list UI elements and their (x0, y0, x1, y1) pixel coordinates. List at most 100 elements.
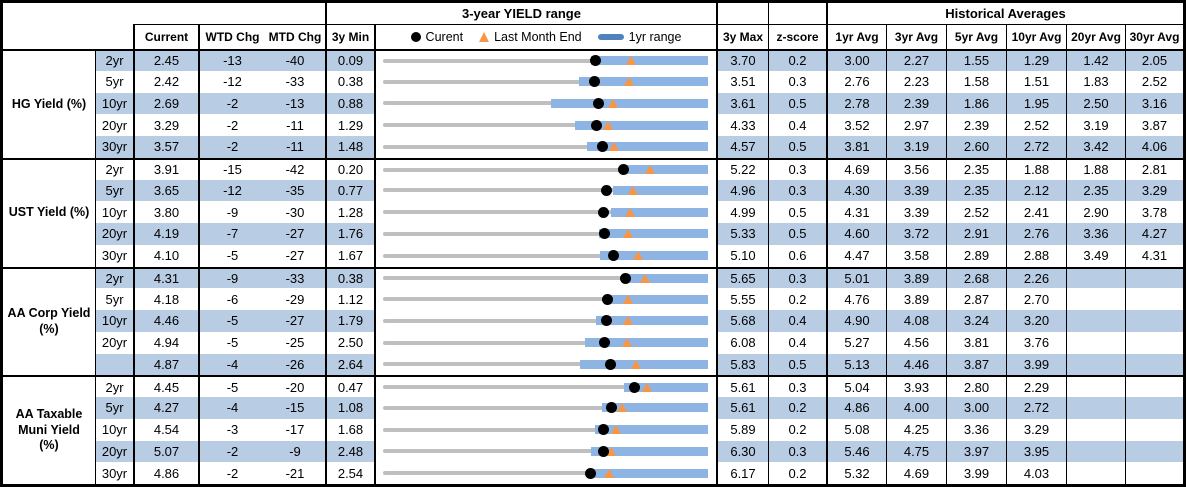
range-bar-swatch-icon (597, 34, 624, 40)
yield-range-chart (374, 201, 716, 223)
range-plot-area (383, 377, 708, 397)
mtd-chg-value: -15 (265, 397, 325, 419)
3y-range-track (383, 101, 708, 106)
3y-range-track (383, 123, 708, 128)
avg-value: 3.81 (826, 136, 886, 158)
current-dot-icon (591, 119, 603, 131)
mtd-chg-value: -11 (265, 136, 325, 158)
current-value: 4.18 (133, 288, 198, 310)
header-empty-above-max (716, 3, 768, 24)
tenor-label: 30yr (95, 462, 133, 484)
z-score-value: 0.4 (768, 310, 826, 332)
current-value: 2.69 (133, 92, 198, 115)
avg-value (1066, 353, 1125, 376)
3y-max-value: 5.10 (716, 244, 768, 267)
z-score-value: 0.6 (768, 244, 826, 267)
mtd-chg-value: -26 (265, 353, 325, 376)
tenor-label: 5yr (95, 288, 133, 310)
range-plot-area (383, 288, 708, 310)
1yr-range-bar (596, 316, 708, 326)
z-score-value: 0.5 (768, 223, 826, 245)
col-header-5yr-avg: 5yr Avg (946, 24, 1006, 49)
3y-range-track (383, 449, 708, 454)
current-dot-icon (617, 164, 629, 176)
mtd-chg-value: -42 (265, 157, 325, 180)
avg-value: 2.90 (1066, 201, 1125, 223)
avg-value: 3.42 (1066, 136, 1125, 158)
avg-value (1066, 462, 1125, 484)
3y-range-track (383, 297, 708, 302)
yield-range-chart (374, 157, 716, 180)
col-header-1yr-avg: 1yr Avg (826, 24, 886, 49)
avg-value: 1.86 (946, 92, 1006, 115)
avg-value: 2.23 (886, 70, 946, 93)
yield-range-chart (374, 353, 716, 376)
avg-value: 3.29 (1125, 179, 1183, 202)
3y-min-value: 1.68 (325, 418, 374, 441)
group-label-line: AA Taxable (15, 407, 83, 422)
avg-value: 2.97 (886, 114, 946, 136)
avg-value (1066, 266, 1125, 289)
3y-min-value: 0.09 (325, 49, 374, 71)
yield-range-chart (374, 462, 716, 484)
avg-value: 2.26 (1006, 266, 1066, 289)
current-dot-icon (629, 381, 641, 393)
legend-last-month-label: Last Month End (494, 29, 582, 44)
wtd-chg-value: -9 (198, 201, 265, 223)
last-month-end-triangle-icon (640, 273, 651, 283)
avg-value: 3.78 (1125, 201, 1183, 223)
group-label-line: (%) (39, 438, 59, 453)
avg-value: 2.35 (946, 179, 1006, 202)
group-label-line: (%) (39, 321, 59, 336)
z-score-value: 0.3 (768, 157, 826, 180)
current-dot-icon (598, 206, 610, 218)
avg-value: 4.47 (826, 244, 886, 267)
current-dot-icon (607, 250, 619, 262)
3y-min-value: 0.88 (325, 92, 374, 115)
avg-value (1125, 266, 1183, 289)
avg-value: 2.76 (826, 70, 886, 93)
current-value: 5.07 (133, 440, 198, 463)
avg-value: 4.03 (1006, 462, 1066, 484)
avg-value: 4.08 (886, 310, 946, 332)
avg-value: 2.39 (946, 114, 1006, 136)
yield-range-chart (374, 288, 716, 310)
current-value: 3.91 (133, 157, 198, 180)
3y-range-track (383, 79, 708, 84)
range-plot-area (383, 201, 708, 223)
current-value: 4.54 (133, 418, 198, 441)
avg-value: 2.78 (826, 92, 886, 115)
range-plot-area (383, 419, 708, 441)
range-plot-area (383, 245, 708, 267)
avg-value (1066, 418, 1125, 441)
range-plot-area (383, 93, 708, 115)
tenor-label: 30yr (95, 136, 133, 158)
avg-value: 3.76 (1006, 331, 1066, 354)
avg-value: 4.31 (826, 201, 886, 223)
3y-min-value: 2.54 (325, 462, 374, 484)
range-plot-area (383, 223, 708, 245)
avg-value: 2.39 (886, 92, 946, 115)
3y-max-value: 4.57 (716, 136, 768, 158)
col-header-3yr-avg: 3yr Avg (886, 24, 946, 49)
3y-range-track (383, 427, 708, 432)
wtd-chg-value: -12 (198, 70, 265, 93)
wtd-chg-value: -2 (198, 136, 265, 158)
z-score-value: 0.2 (768, 462, 826, 484)
1yr-range-bar (579, 77, 708, 87)
tenor-label: 2yr (95, 157, 133, 180)
current-dot-icon (600, 184, 612, 196)
col-header-3y-min: 3y Min (325, 24, 374, 49)
3y-min-value: 1.28 (325, 201, 374, 223)
tenor-label (95, 353, 133, 376)
3y-max-value: 5.55 (716, 288, 768, 310)
avg-value: 3.20 (1006, 310, 1066, 332)
3y-range-track (383, 58, 708, 63)
avg-value: 3.58 (886, 244, 946, 267)
range-plot-area (383, 114, 708, 136)
col-header-current: Current (133, 24, 198, 49)
last-month-end-triangle-icon (641, 382, 652, 392)
col-header-10yr-avg: 10yr Avg (1006, 24, 1066, 49)
wtd-chg-value: -7 (198, 223, 265, 245)
wtd-chg-value: -3 (198, 418, 265, 441)
